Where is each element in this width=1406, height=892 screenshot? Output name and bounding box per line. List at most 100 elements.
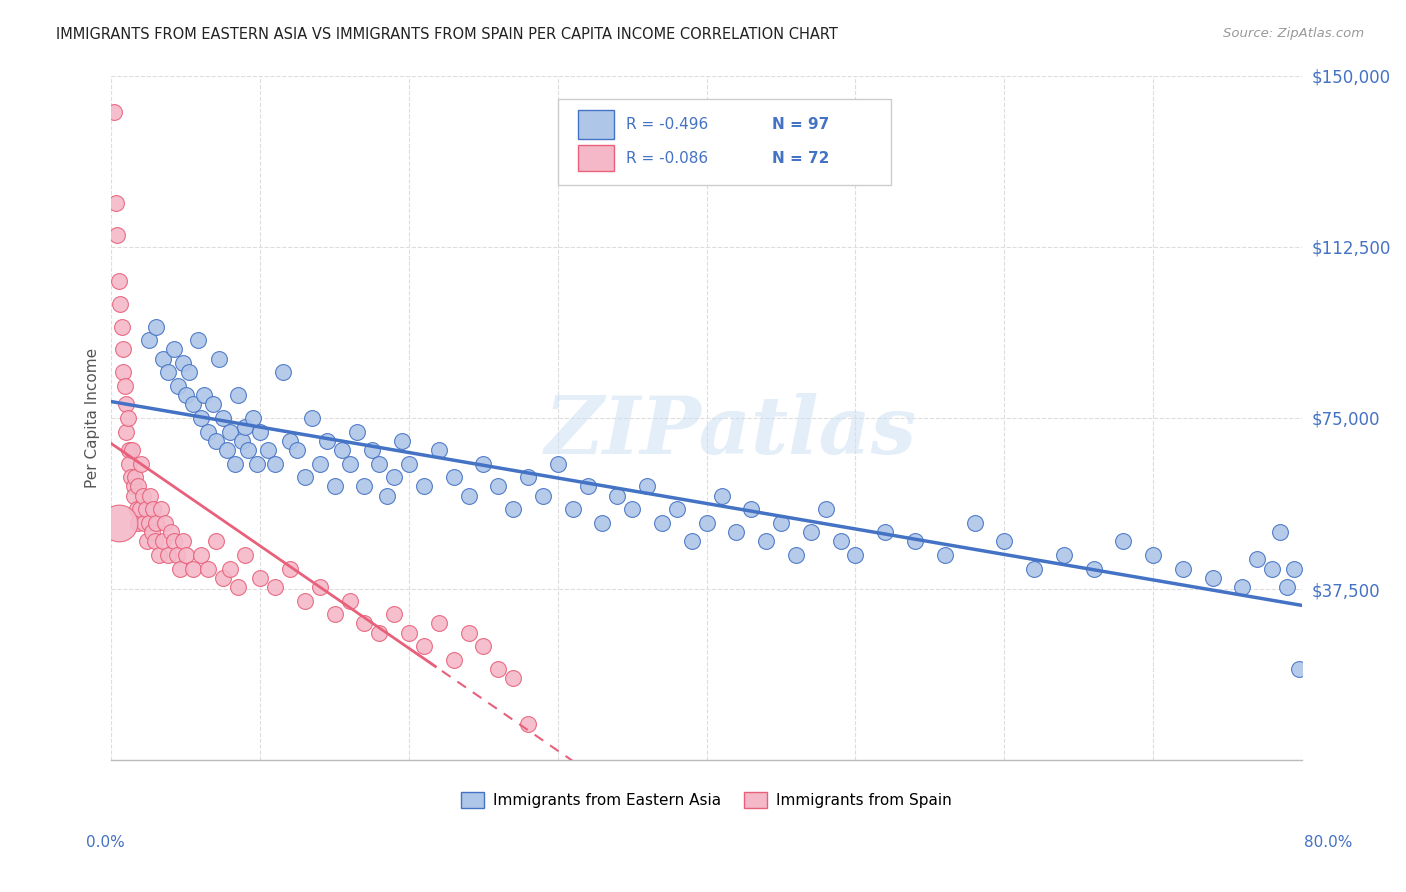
Point: [346, 425, 368, 439]
Point: [576, 479, 599, 493]
Point: [128, 502, 150, 516]
Point: [190, 411, 212, 425]
Point: [142, 502, 165, 516]
Point: [665, 502, 688, 516]
Point: [353, 479, 375, 493]
Point: [316, 434, 339, 448]
Point: [904, 534, 927, 549]
Point: [1201, 571, 1223, 585]
Point: [129, 457, 152, 471]
Point: [201, 397, 224, 411]
Point: [249, 571, 271, 585]
Point: [117, 411, 139, 425]
Point: [118, 457, 141, 471]
Point: [1232, 580, 1254, 594]
Point: [502, 502, 524, 516]
Point: [1112, 534, 1135, 549]
Point: [181, 397, 204, 411]
Point: [636, 479, 658, 493]
FancyBboxPatch shape: [578, 111, 614, 139]
Point: [115, 425, 138, 439]
Point: [368, 457, 391, 471]
Text: Source: ZipAtlas.com: Source: ZipAtlas.com: [1223, 27, 1364, 40]
Point: [993, 534, 1015, 549]
Point: [457, 489, 479, 503]
Point: [413, 639, 436, 653]
Point: [725, 525, 748, 540]
Point: [224, 457, 246, 471]
Point: [294, 470, 316, 484]
Point: [145, 319, 167, 334]
Point: [382, 470, 405, 484]
Point: [121, 442, 143, 457]
Point: [212, 411, 235, 425]
Point: [163, 534, 186, 549]
Point: [696, 516, 718, 530]
Point: [353, 616, 375, 631]
Point: [1171, 561, 1194, 575]
Point: [242, 411, 264, 425]
Point: [278, 561, 301, 575]
Point: [219, 425, 242, 439]
Point: [149, 502, 172, 516]
Point: [264, 457, 287, 471]
Point: [800, 525, 823, 540]
Point: [561, 502, 583, 516]
Point: [457, 625, 479, 640]
Point: [271, 365, 294, 379]
Point: [104, 196, 127, 211]
Text: 0.0%: 0.0%: [86, 836, 125, 850]
Point: [226, 388, 249, 402]
Point: [233, 420, 256, 434]
Point: [152, 351, 174, 366]
Point: [1022, 561, 1045, 575]
Point: [339, 593, 361, 607]
Point: [172, 534, 194, 549]
Point: [301, 411, 323, 425]
Point: [1246, 552, 1268, 566]
Point: [136, 534, 159, 549]
Point: [547, 457, 569, 471]
Point: [1261, 561, 1284, 575]
Point: [118, 442, 141, 457]
Point: [486, 479, 509, 493]
Point: [681, 534, 703, 549]
Point: [207, 351, 229, 366]
Point: [135, 502, 157, 516]
Text: R = -0.086: R = -0.086: [626, 151, 707, 166]
Point: [204, 434, 226, 448]
Point: [138, 334, 160, 348]
Point: [287, 442, 309, 457]
Point: [212, 571, 235, 585]
Point: [125, 502, 148, 516]
Point: [139, 489, 162, 503]
Point: [427, 616, 450, 631]
Text: 80.0%: 80.0%: [1305, 836, 1353, 850]
Point: [108, 274, 131, 288]
Point: [174, 388, 197, 402]
Point: [486, 662, 509, 676]
Point: [606, 489, 628, 503]
Point: [127, 479, 149, 493]
Point: [391, 434, 413, 448]
Point: [174, 548, 197, 562]
Point: [138, 516, 160, 530]
Point: [308, 580, 330, 594]
Point: [755, 534, 778, 549]
Text: IMMIGRANTS FROM EASTERN ASIA VS IMMIGRANTS FROM SPAIN PER CAPITA INCOME CORRELAT: IMMIGRANTS FROM EASTERN ASIA VS IMMIGRAN…: [56, 27, 838, 42]
Point: [143, 534, 166, 549]
Point: [323, 607, 346, 622]
Point: [382, 607, 405, 622]
Point: [238, 442, 260, 457]
Point: [160, 525, 183, 540]
Point: [830, 534, 852, 549]
Point: [233, 548, 256, 562]
Point: [204, 534, 226, 549]
Point: [1142, 548, 1164, 562]
Point: [413, 479, 436, 493]
Point: [330, 442, 353, 457]
Point: [181, 561, 204, 575]
Point: [105, 228, 128, 243]
Point: [621, 502, 644, 516]
Text: ZIPatlas: ZIPatlas: [544, 392, 917, 470]
